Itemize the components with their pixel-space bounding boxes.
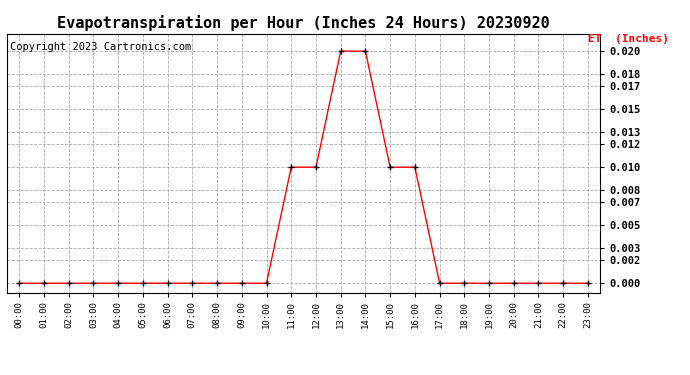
Title: Evapotranspiration per Hour (Inches 24 Hours) 20230920: Evapotranspiration per Hour (Inches 24 H… (57, 15, 550, 31)
Text: ET  (Inches): ET (Inches) (589, 34, 669, 44)
Text: Copyright 2023 Cartronics.com: Copyright 2023 Cartronics.com (10, 42, 191, 51)
